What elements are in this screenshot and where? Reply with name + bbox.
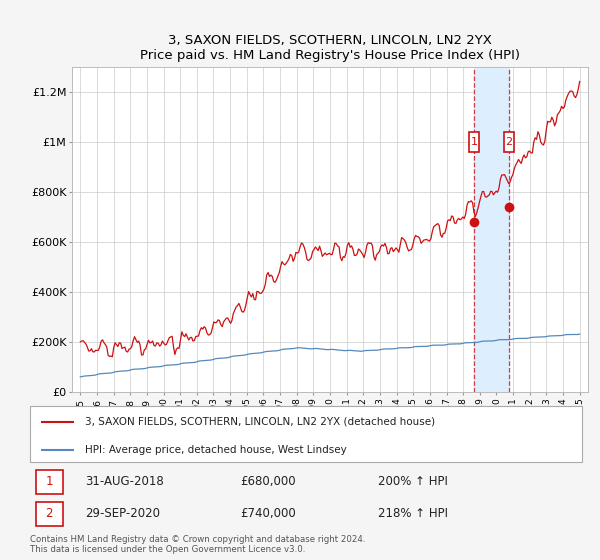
- Text: 1: 1: [471, 137, 478, 147]
- Text: 31-AUG-2018: 31-AUG-2018: [85, 475, 164, 488]
- Text: £680,000: £680,000: [240, 475, 295, 488]
- Text: Contains HM Land Registry data © Crown copyright and database right 2024.
This d: Contains HM Land Registry data © Crown c…: [30, 535, 365, 554]
- FancyBboxPatch shape: [30, 406, 582, 462]
- Text: 200% ↑ HPI: 200% ↑ HPI: [378, 475, 448, 488]
- Text: £740,000: £740,000: [240, 507, 296, 520]
- Text: 218% ↑ HPI: 218% ↑ HPI: [378, 507, 448, 520]
- Text: 3, SAXON FIELDS, SCOTHERN, LINCOLN, LN2 2YX (detached house): 3, SAXON FIELDS, SCOTHERN, LINCOLN, LN2 …: [85, 417, 436, 427]
- Text: HPI: Average price, detached house, West Lindsey: HPI: Average price, detached house, West…: [85, 445, 347, 455]
- FancyBboxPatch shape: [35, 502, 63, 526]
- Text: 29-SEP-2020: 29-SEP-2020: [85, 507, 160, 520]
- Bar: [474, 67, 509, 392]
- Bar: [504, 132, 514, 152]
- Text: 2: 2: [505, 137, 512, 147]
- FancyBboxPatch shape: [35, 469, 63, 494]
- Text: 1: 1: [46, 475, 53, 488]
- Bar: [469, 132, 479, 152]
- Title: 3, SAXON FIELDS, SCOTHERN, LINCOLN, LN2 2YX
Price paid vs. HM Land Registry's Ho: 3, SAXON FIELDS, SCOTHERN, LINCOLN, LN2 …: [140, 34, 520, 62]
- Text: 2: 2: [46, 507, 53, 520]
